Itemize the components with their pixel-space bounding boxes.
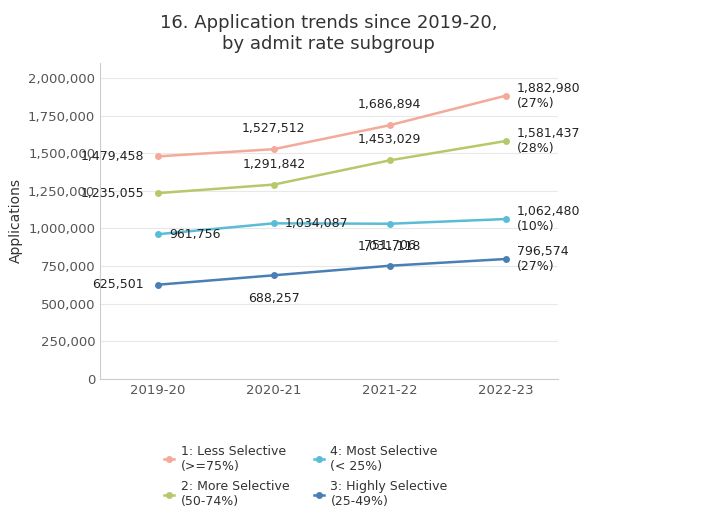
Text: 1,291,842: 1,291,842 (242, 158, 305, 170)
Text: 1,581,437
(28%): 1,581,437 (28%) (517, 127, 580, 155)
Text: 1,527,512: 1,527,512 (242, 122, 305, 135)
Text: 796,574
(27%): 796,574 (27%) (517, 245, 568, 273)
Text: 688,257: 688,257 (248, 292, 300, 305)
Text: 1,034,087: 1,034,087 (285, 217, 349, 230)
Text: 1,031,118: 1,031,118 (358, 240, 421, 254)
Text: 1,453,029: 1,453,029 (358, 134, 421, 146)
Text: 751,706: 751,706 (364, 239, 415, 252)
Y-axis label: Applications: Applications (9, 178, 22, 264)
Text: 1,882,980
(27%): 1,882,980 (27%) (517, 82, 581, 110)
Text: 1,479,458: 1,479,458 (81, 150, 144, 163)
Text: 961,756: 961,756 (169, 228, 221, 241)
Text: 1,062,480
(10%): 1,062,480 (10%) (517, 205, 580, 233)
Title: 16. Application trends since 2019-20,
by admit rate subgroup: 16. Application trends since 2019-20, by… (160, 14, 498, 53)
Text: 1,686,894: 1,686,894 (358, 98, 421, 112)
Legend: 1: Less Selective
(>=75%), 2: More Selective
(50-74%), 4: Most Selective
(< 25%): 1: Less Selective (>=75%), 2: More Selec… (158, 439, 454, 514)
Text: 1,235,055: 1,235,055 (81, 187, 144, 199)
Text: 625,501: 625,501 (92, 278, 144, 291)
